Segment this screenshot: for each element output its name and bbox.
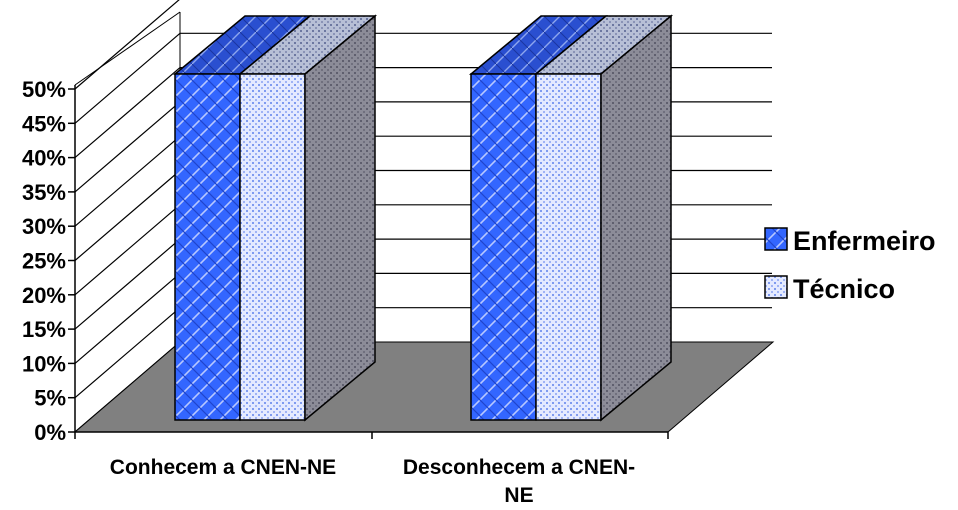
bars xyxy=(172,14,674,422)
bar-técnico-1 xyxy=(535,73,602,421)
y-tick-label-30%: 30% xyxy=(22,214,66,239)
y-tick-label-20%: 20% xyxy=(22,283,66,308)
x-category-label-1-line-1: NE xyxy=(504,484,533,507)
chart-walls xyxy=(74,11,181,342)
y-tick-label-15%: 15% xyxy=(22,317,66,342)
bar-side-0 xyxy=(304,14,376,422)
x-axis-category-labels: Conhecem a CNEN-NE Desconhecem a CNEN- NE xyxy=(110,456,635,507)
y-axis-tick-labels: 0% 5% 10% 15% 20% 25% 30% 35% 40% 45% 50% xyxy=(22,77,66,445)
gridline-side-35 xyxy=(74,101,181,193)
gridline-side-20 xyxy=(74,204,181,296)
gridline-side-40 xyxy=(74,67,181,159)
gridline-side-5 xyxy=(74,307,181,399)
y-tick-label-35%: 35% xyxy=(22,180,66,205)
y-tick-label-40%: 40% xyxy=(22,146,66,171)
bar-enfermeiro-0 xyxy=(174,73,241,421)
legend-swatch-tecnico xyxy=(764,275,788,299)
x-category-label-0-line-0: Conhecem a CNEN-NE xyxy=(110,456,336,479)
bar-side-1 xyxy=(600,14,672,422)
y-tick-label-45%: 45% xyxy=(22,111,66,136)
gridline-side-10 xyxy=(74,272,181,364)
gridline-side-25 xyxy=(74,170,181,261)
gridline-side-15 xyxy=(74,238,181,330)
y-tick-label-5%: 5% xyxy=(34,386,66,411)
legend-label-enfermeiro: Enfermeiro xyxy=(793,226,936,256)
gridline-side-50 xyxy=(74,0,180,90)
legend-label-tecnico: Técnico xyxy=(793,274,895,304)
axes xyxy=(68,85,669,439)
legend: Enfermeiro Técnico xyxy=(764,226,936,304)
y-tick-label-50%: 50% xyxy=(22,77,66,102)
bar-técnico-0 xyxy=(239,73,306,421)
bar-enfermeiro-1 xyxy=(470,73,537,421)
gridline-side-45 xyxy=(74,32,181,124)
legend-swatch-enfermeiro xyxy=(764,227,788,251)
y-tick-label-25%: 25% xyxy=(22,249,66,274)
side-wall-top-edge xyxy=(74,11,181,86)
y-tick-label-10%: 10% xyxy=(22,351,66,376)
y-tick-label-0%: 0% xyxy=(34,420,66,445)
gridline-side-30 xyxy=(74,135,181,227)
x-category-label-1-line-0: Desconhecem a CNEN- xyxy=(403,456,635,479)
